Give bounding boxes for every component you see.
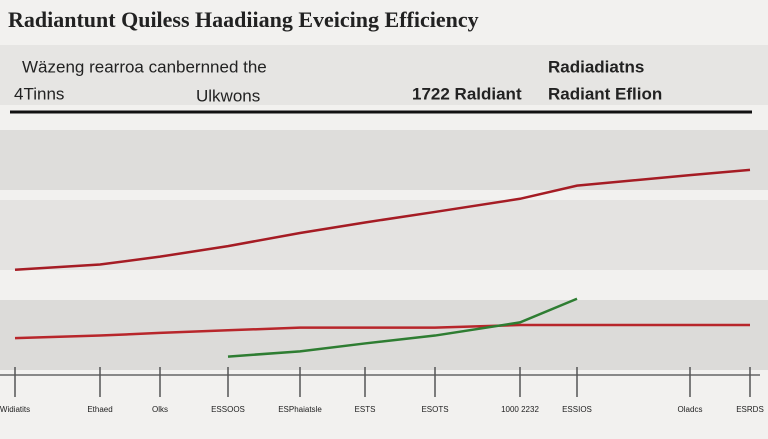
annotation: 4Tinns [14, 84, 64, 103]
x-tick-label: Ethaed [87, 405, 112, 414]
series-line [14, 168, 751, 272]
x-tick-label: Olks [152, 405, 168, 414]
x-tick-label: 1000 2232 [501, 405, 539, 414]
annotation: Wäzeng rearroa canbernned the [22, 57, 267, 76]
x-tick-label: ESRDS [736, 405, 764, 414]
annotation: Ulkwons [196, 86, 260, 105]
x-tick-label: ESSOOS [211, 405, 245, 414]
chart-title: Radiantunt Quiless Haadiiang Eveicing Ef… [8, 7, 479, 32]
x-tick-label: ESSIOS [562, 405, 592, 414]
x-tick-label: ESPhaiatsle [278, 405, 322, 414]
legend-label: 1722 Raldiant [412, 84, 522, 103]
band [0, 45, 768, 105]
series-line [14, 323, 750, 340]
band [0, 130, 768, 190]
legend-label: Radiant Eflion [548, 84, 662, 103]
x-tick-label: Oladcs [678, 405, 703, 414]
series-line [227, 297, 578, 358]
band [0, 200, 768, 270]
x-tick-label: Widiatits [0, 405, 30, 414]
x-tick-label: ESTS [355, 405, 376, 414]
legend-label: Radiadiatns [548, 57, 644, 76]
x-tick-label: ESOTS [421, 405, 448, 414]
